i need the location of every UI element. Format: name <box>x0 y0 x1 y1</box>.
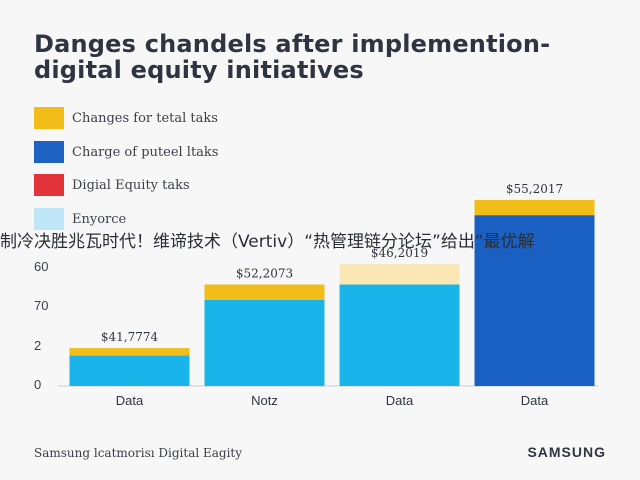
legend-item-digital-equity: Digial Equity taks <box>34 173 190 197</box>
y-tick-label: 60 <box>34 259 48 274</box>
bar-segment <box>69 348 190 356</box>
legend-label-digital-equity: Digial Equity taks <box>72 177 190 193</box>
bar-segment <box>69 355 190 386</box>
legend-label-charge: Charge of puteel ltaks <box>72 144 219 160</box>
bar-segment <box>204 284 325 300</box>
y-tick-label: 0 <box>34 377 41 392</box>
x-category-label: Notz <box>251 393 278 408</box>
bar-value-label: $41,7774 <box>101 330 159 344</box>
legend-swatch-enyorce <box>34 208 64 230</box>
y-tick-label: 2 <box>34 338 41 353</box>
x-category-label: Data <box>116 393 144 408</box>
legend-label-changes: Changes for tetal taks <box>72 110 218 126</box>
legend-swatch-charge <box>34 141 64 163</box>
bar-segment <box>474 199 595 216</box>
bar-value-label: $55,2017 <box>506 182 563 196</box>
chart-title-line-1: Danges chandels after implemention- <box>34 30 551 58</box>
footer-caption: Samsung lcatmorisı Digital Eagity <box>34 446 243 460</box>
y-tick-label: 70 <box>34 298 48 313</box>
chart-title-line-2: digital equity initiatives <box>34 56 364 84</box>
x-category-label: Data <box>386 393 414 408</box>
legend-item-changes: Changes for tetal taks <box>34 106 218 130</box>
legend-item-charge: Charge of puteel ltaks <box>34 140 218 164</box>
bar-segment-blue <box>474 215 595 386</box>
overlay-news-banner: 制冷决胜兆瓦时代！维谛技术（Vertiv）“热管理链分论坛”给出“最优解 <box>0 232 535 252</box>
bar-value-label: $46,2019 <box>371 246 428 260</box>
brand-logo: SAMSUNG <box>527 444 606 460</box>
legend-swatch-digital-equity <box>34 174 64 196</box>
legend-item-enyorce: Enyorce <box>34 207 126 231</box>
bar-segment <box>204 299 325 386</box>
bar-value-label: $52,2073 <box>236 267 293 281</box>
legend-swatch-changes <box>34 107 64 129</box>
legend-label-enyorce: Enyorce <box>72 211 127 227</box>
bar-segment <box>339 264 460 285</box>
bar-segment <box>339 284 460 386</box>
x-category-label: Data <box>521 393 549 408</box>
